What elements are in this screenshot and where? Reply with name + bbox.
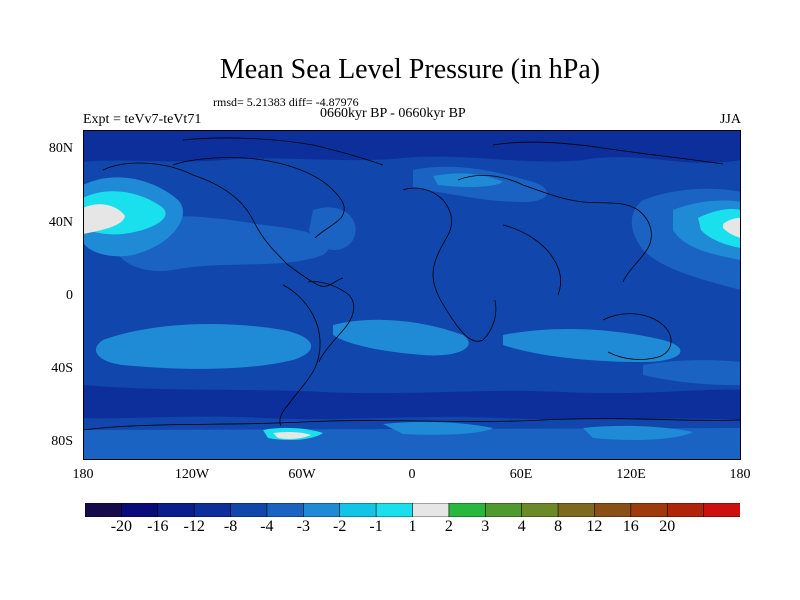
- colorbar-swatch: [157, 503, 195, 517]
- colorbar: [85, 503, 740, 517]
- antarctic-anomaly-east: [583, 425, 693, 440]
- colorbar-swatch: [193, 503, 232, 517]
- lat-label-40s: 40S: [51, 361, 73, 376]
- colorbar-label: 2: [444, 518, 453, 535]
- colorbar-swatch: [630, 503, 669, 517]
- colorbar-swatch: [412, 503, 450, 517]
- colorbar-swatch: [85, 503, 123, 517]
- colorbar-label: 20: [659, 518, 676, 535]
- lon-label-120e: 120E: [616, 467, 646, 482]
- colorbar-label: 12: [586, 518, 603, 535]
- colorbar-swatch: [484, 503, 523, 517]
- colorbar-swatch: [375, 503, 414, 517]
- colorbar-label: 8: [554, 518, 563, 535]
- north-pacific-west-center: [83, 204, 125, 234]
- experiment-label: Expt = teVv7-teVt71: [83, 112, 202, 127]
- lat-label-equator: 0: [66, 288, 73, 303]
- coastlines: [83, 137, 741, 431]
- atlantic-anomaly: [309, 207, 356, 251]
- colorbar-swatch: [448, 503, 487, 517]
- lat-label-40n: 40N: [48, 215, 73, 230]
- colorbar-swatch: [703, 503, 740, 517]
- lon-label-0: 0: [408, 467, 416, 482]
- south-pacific-east-band: [643, 360, 741, 386]
- antarctic-band: [83, 428, 741, 460]
- antarctic-light-east: [383, 421, 493, 435]
- colorbar-swatch: [303, 503, 341, 517]
- lon-label-60w: 60W: [288, 467, 316, 482]
- stats-text: rmsd= 5.21383 diff= -4.87976: [213, 95, 359, 109]
- colorbar-label: -12: [183, 518, 205, 535]
- lat-label-80n: 80N: [48, 141, 73, 156]
- colorbar-label: -1: [369, 518, 383, 535]
- colorbar-label: -20: [110, 518, 133, 535]
- lon-label-180w: 180: [72, 467, 94, 482]
- lon-label-180e: 180: [729, 467, 751, 482]
- north-pacific-east-core: [698, 208, 741, 248]
- antarctic-anomaly-center: [273, 431, 311, 439]
- season-label: JJA: [719, 112, 741, 127]
- lon-label-120w: 120W: [174, 467, 210, 482]
- colorbar-label: -3: [296, 518, 310, 535]
- colorbar-swatch: [557, 503, 596, 517]
- colorbar-label: -4: [260, 518, 274, 535]
- south-atlantic-band: [333, 319, 469, 356]
- lon-label-60e: 60E: [509, 467, 533, 482]
- map-title: Mean Sea Level Pressure (in hPa): [219, 54, 601, 85]
- southern-ocean-anomaly: [83, 385, 741, 420]
- colorbar-label: 3: [481, 518, 490, 535]
- colorbar-swatch: [521, 503, 559, 517]
- colorbar-label: -8: [223, 518, 238, 535]
- lat-label-80s: 80S: [51, 434, 73, 449]
- colorbar-label: 16: [622, 518, 639, 535]
- map-panel: [83, 130, 741, 460]
- colorbar-label: -16: [147, 518, 169, 535]
- colorbar-swatch: [666, 503, 705, 517]
- colorbar-swatch: [339, 503, 377, 517]
- colorbar-label: 4: [517, 518, 526, 535]
- south-pacific-band: [95, 324, 312, 369]
- north-pacific-east-center: [723, 218, 741, 238]
- colorbar-swatch: [266, 503, 305, 517]
- colorbar-swatch: [594, 503, 632, 517]
- north-atlantic-core: [433, 173, 503, 187]
- colorbar-swatch: [121, 503, 159, 517]
- colorbar-label: -2: [333, 518, 347, 535]
- period-text: 0660kyr BP - 0660kyr BP: [320, 106, 466, 121]
- colorbar-label: 1: [408, 518, 417, 535]
- colorbar-swatch: [230, 503, 268, 517]
- indian-ocean-band: [503, 328, 681, 362]
